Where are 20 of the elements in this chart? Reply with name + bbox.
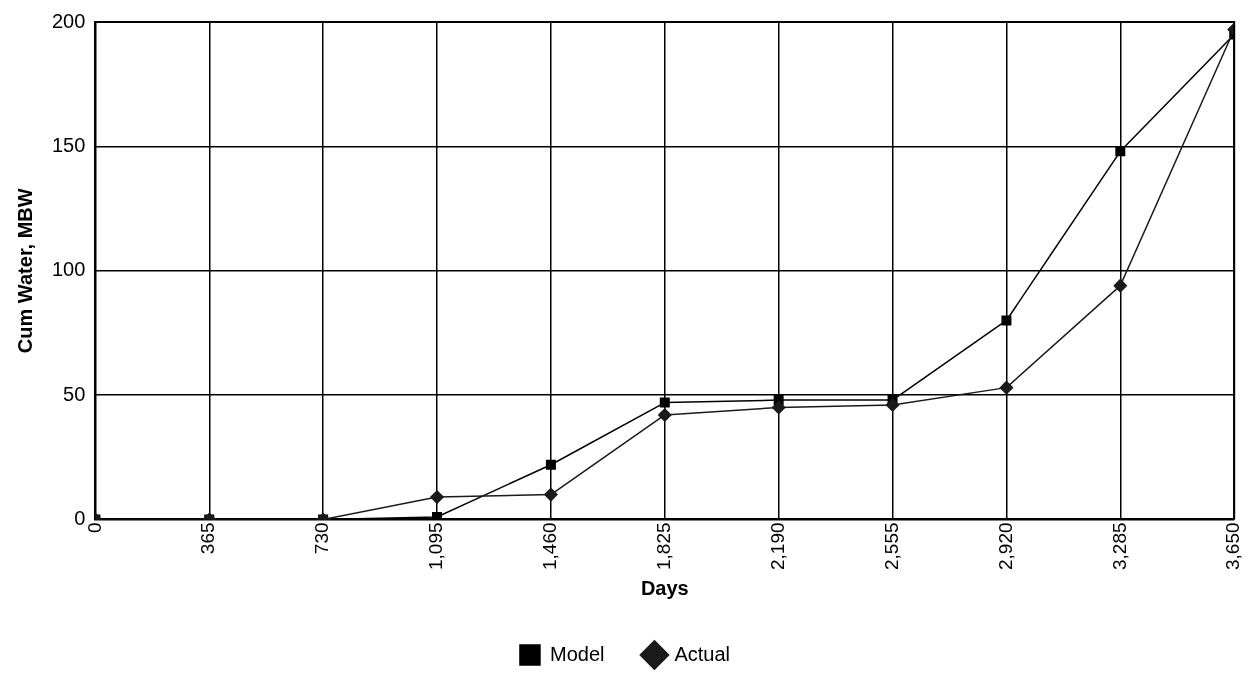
legend-label: Actual xyxy=(674,642,731,665)
x-tick-label: 0 xyxy=(83,522,105,534)
y-tick-label: 0 xyxy=(74,506,86,529)
x-tick-label: 3,650 xyxy=(1222,522,1244,570)
x-tick-label: 365 xyxy=(197,522,219,555)
y-tick-label: 50 xyxy=(63,382,86,405)
x-tick-label: 730 xyxy=(311,522,333,555)
y-tick-label: 150 xyxy=(51,133,86,156)
x-tick-label: 2,555 xyxy=(880,522,902,570)
x-tick-label: 2,190 xyxy=(766,522,788,570)
x-tick-label: 2,920 xyxy=(994,522,1016,570)
y-tick-label: 200 xyxy=(51,9,86,32)
y-axis-title: Cum Water, MBW xyxy=(13,188,36,354)
x-tick-label: 1,095 xyxy=(425,522,447,570)
x-tick-label: 3,285 xyxy=(1108,522,1130,570)
x-axis-title: Days xyxy=(640,576,689,599)
y-tick-label: 100 xyxy=(51,258,86,281)
x-tick-label: 1,825 xyxy=(653,522,675,570)
x-tick-label: 1,460 xyxy=(539,522,561,570)
legend-label: Model xyxy=(549,642,605,665)
